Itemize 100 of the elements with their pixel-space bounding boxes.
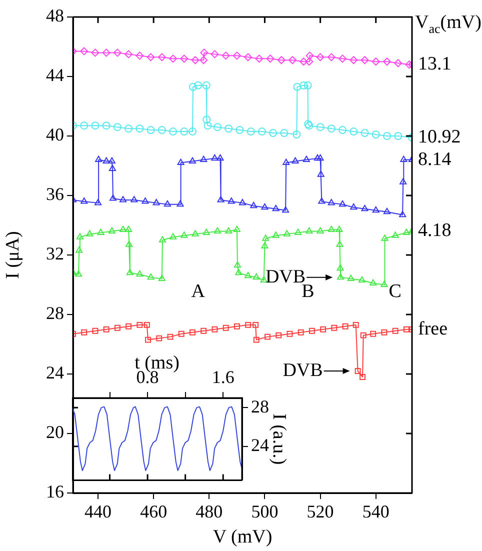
point [370,279,377,286]
point [234,261,242,268]
point [95,156,102,162]
point [372,58,380,66]
point [372,206,380,213]
point [403,326,410,332]
point [382,132,391,140]
point [381,234,388,241]
point [124,124,133,133]
point [339,200,346,207]
point [337,273,344,280]
point [232,52,241,60]
annotation: DVB [282,360,323,382]
point [108,164,116,171]
series-label: 10.92 [418,126,461,148]
point [236,126,244,134]
point [372,130,380,139]
y-tick-label: 24 [251,435,269,456]
point [306,52,314,60]
point [91,48,100,57]
point [292,157,299,164]
point [300,58,308,66]
point [392,328,398,334]
point [255,54,264,63]
point [146,53,155,62]
y-tick-label: 32 [46,244,64,264]
point [114,324,120,331]
point [338,54,347,63]
point [280,129,288,138]
point [91,122,100,130]
point [212,326,218,332]
point [124,50,133,58]
point [158,236,166,242]
point [167,334,174,340]
point [235,268,242,276]
point [125,226,132,232]
point [405,60,412,69]
point [188,157,196,164]
point [350,203,358,210]
point [316,53,324,62]
series-label: 8.14 [418,148,452,170]
point [217,196,224,202]
point [314,154,322,161]
point [244,272,252,278]
point [113,123,122,132]
point [347,274,354,282]
point [358,276,366,283]
point [317,170,324,177]
point [177,158,184,166]
point [276,332,282,338]
point [286,330,293,337]
point [266,54,274,63]
point [192,230,199,236]
point [282,206,290,213]
point [370,330,376,337]
point [283,230,290,236]
point [169,54,178,63]
point [76,233,84,240]
point [130,196,138,202]
point [354,368,361,374]
y-tick-label: 48 [46,6,64,26]
point [261,203,268,210]
point [169,128,178,136]
y-axis-title: I (a.u.) [268,414,290,465]
point [261,242,268,248]
point [136,270,144,277]
y-axis-title: I (μA) [2,231,24,279]
point [81,329,88,336]
point [338,126,347,134]
point [350,56,358,64]
point [113,48,122,57]
point [336,264,344,271]
point [136,322,143,328]
point [142,197,149,204]
y-tick-label: 28 [251,396,269,416]
point [190,329,196,336]
point [272,232,280,238]
point [222,324,229,331]
x-axis-title: V (mV) [212,526,272,548]
point [328,226,335,232]
point [288,56,297,64]
point [264,334,270,340]
point [302,156,310,162]
point [360,374,366,380]
point [214,227,222,234]
point [246,128,255,136]
point [200,328,207,334]
point [102,122,110,130]
point [245,322,252,328]
point [318,197,326,204]
point [250,202,258,208]
point [304,81,312,90]
point [191,56,200,64]
point [109,194,117,201]
point [382,58,391,66]
point [210,50,219,58]
legend-title: V$_{ac}$(mV) [415,12,482,37]
point [144,322,150,328]
annotation: A [191,281,206,302]
point [80,122,88,130]
